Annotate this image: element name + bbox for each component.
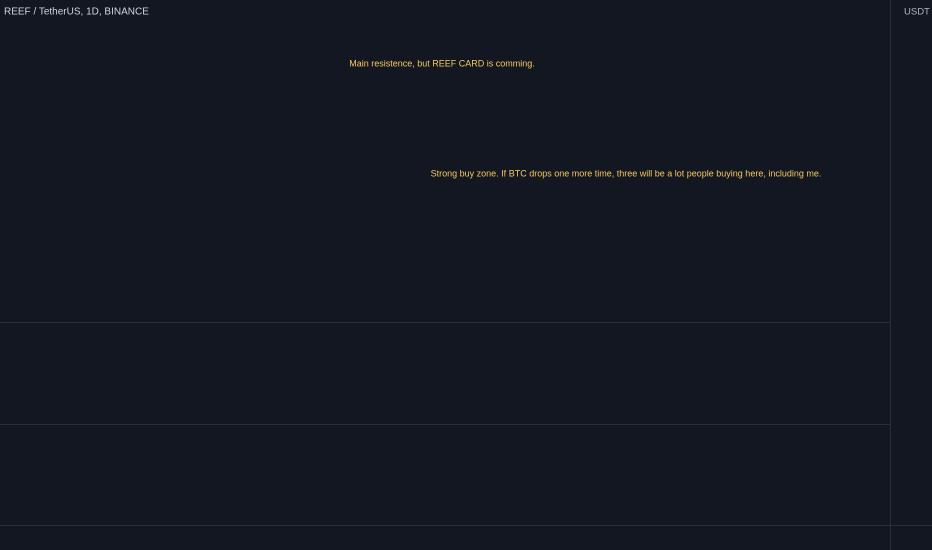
annotation: Main resistence, but REEF CARD is commin… [349,58,535,68]
chart-title: REEF / TetherUS, 1D, BINANCE [4,7,149,18]
annotation: Strong buy zone. If BTC drops one more t… [431,168,822,178]
currency: USDT [904,7,930,18]
